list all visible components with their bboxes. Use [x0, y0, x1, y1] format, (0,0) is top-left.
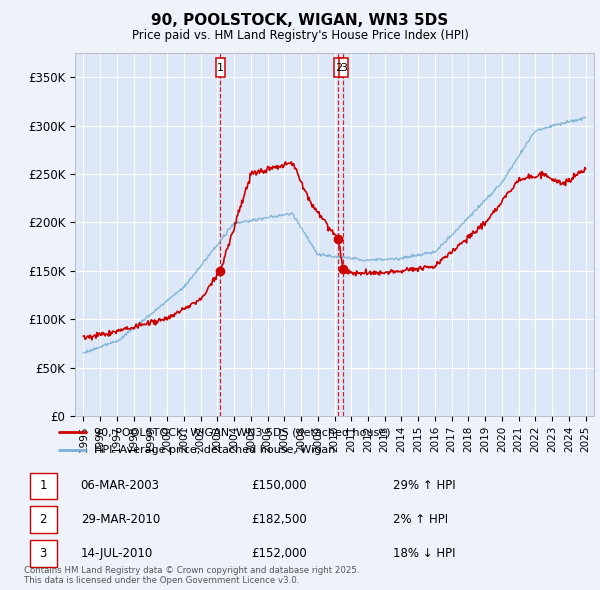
Text: 3: 3	[340, 63, 347, 73]
Text: £152,000: £152,000	[251, 547, 307, 560]
FancyBboxPatch shape	[29, 506, 57, 533]
Text: £150,000: £150,000	[251, 479, 307, 492]
Text: 29% ↑ HPI: 29% ↑ HPI	[392, 479, 455, 492]
Text: 06-MAR-2003: 06-MAR-2003	[80, 479, 160, 492]
Text: 18% ↓ HPI: 18% ↓ HPI	[392, 547, 455, 560]
Text: 29-MAR-2010: 29-MAR-2010	[80, 513, 160, 526]
Text: 1: 1	[217, 63, 224, 73]
FancyBboxPatch shape	[29, 540, 57, 566]
Text: £182,500: £182,500	[251, 513, 307, 526]
Text: 90, POOLSTOCK, WIGAN, WN3 5DS: 90, POOLSTOCK, WIGAN, WN3 5DS	[151, 13, 449, 28]
FancyBboxPatch shape	[29, 473, 57, 499]
FancyBboxPatch shape	[334, 58, 343, 77]
Text: Contains HM Land Registry data © Crown copyright and database right 2025.
This d: Contains HM Land Registry data © Crown c…	[24, 566, 359, 585]
Text: 1: 1	[40, 479, 47, 492]
Text: 14-JUL-2010: 14-JUL-2010	[80, 547, 153, 560]
Text: 90, POOLSTOCK, WIGAN, WN3 5DS (detached house): 90, POOLSTOCK, WIGAN, WN3 5DS (detached …	[94, 427, 390, 437]
Text: HPI: Average price, detached house, Wigan: HPI: Average price, detached house, Wiga…	[94, 445, 335, 455]
Text: 2: 2	[40, 513, 47, 526]
FancyBboxPatch shape	[215, 58, 225, 77]
Text: 2% ↑ HPI: 2% ↑ HPI	[392, 513, 448, 526]
Text: 3: 3	[40, 547, 47, 560]
FancyBboxPatch shape	[339, 58, 348, 77]
Text: Price paid vs. HM Land Registry's House Price Index (HPI): Price paid vs. HM Land Registry's House …	[131, 30, 469, 42]
Text: 2: 2	[335, 63, 342, 73]
